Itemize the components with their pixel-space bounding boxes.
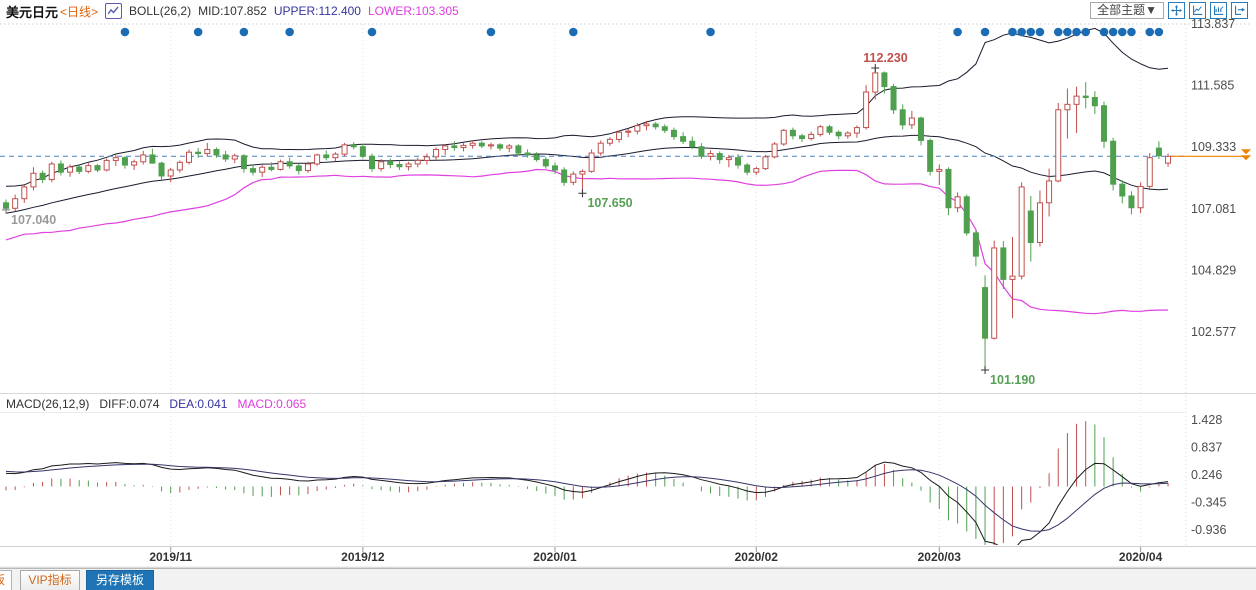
svg-text:2020/03: 2020/03 — [918, 550, 962, 564]
macd-layer — [5, 421, 1169, 545]
svg-text:0.246: 0.246 — [1191, 468, 1222, 482]
event-marker-dots — [120, 27, 1164, 37]
event-dot[interactable] — [569, 27, 578, 37]
svg-text:-0.936: -0.936 — [1191, 523, 1226, 537]
tab-clipped-left[interactable]: 板 — [0, 570, 12, 590]
svg-text:2019/11: 2019/11 — [149, 550, 192, 564]
event-dot[interactable] — [1108, 27, 1118, 37]
auto-scale-icon[interactable] — [1189, 2, 1206, 19]
current-price-layer — [0, 149, 1251, 161]
svg-text:2020/02: 2020/02 — [735, 550, 779, 564]
macd-dea-value: DEA:0.041 — [169, 397, 228, 411]
tab-save-template[interactable]: 另存模板 — [86, 570, 154, 590]
svg-text:102.577: 102.577 — [1191, 325, 1236, 339]
svg-text:107.081: 107.081 — [1191, 202, 1236, 216]
grid-layer — [0, 23, 1256, 568]
svg-text:-0.345: -0.345 — [1191, 496, 1226, 510]
chart-toolbar: 全部主题▼ — [1090, 2, 1248, 19]
svg-text:2020/04: 2020/04 — [1119, 550, 1163, 564]
event-dot[interactable] — [1118, 27, 1127, 37]
candlestick-chart-icon[interactable] — [105, 3, 123, 19]
event-dot[interactable] — [1008, 27, 1017, 37]
svg-text:107.040: 107.040 — [11, 213, 56, 227]
event-dot[interactable] — [486, 27, 496, 37]
candles-layer — [3, 67, 1172, 370]
event-dot[interactable] — [1035, 27, 1045, 37]
svg-text:111.585: 111.585 — [1191, 79, 1234, 93]
event-dot[interactable] — [980, 27, 990, 37]
event-dot[interactable] — [239, 27, 249, 37]
boll-mid-value: MID:107.852 — [198, 4, 267, 18]
event-dot[interactable] — [120, 27, 130, 37]
period-label[interactable]: <日线> — [60, 4, 99, 19]
macd-macd-value: MACD:0.065 — [237, 397, 307, 411]
svg-text:2019/12: 2019/12 — [341, 550, 385, 564]
svg-text:112.230: 112.230 — [863, 51, 908, 65]
event-dot[interactable] — [953, 27, 962, 37]
event-dot[interactable] — [1026, 27, 1036, 37]
event-dot[interactable] — [1072, 27, 1081, 37]
svg-text:104.829: 104.829 — [1191, 263, 1236, 277]
event-dot[interactable] — [1053, 27, 1063, 37]
svg-text:109.333: 109.333 — [1191, 140, 1236, 154]
boll-lower-value: LOWER:103.305 — [367, 4, 459, 18]
svg-text:107.650: 107.650 — [587, 196, 632, 210]
bollinger-bands-layer — [5, 27, 1169, 315]
macd-indicator-label: MACD(26,12,9) — [6, 397, 90, 411]
theme-dropdown-button[interactable]: 全部主题▼ — [1090, 2, 1164, 19]
event-dot[interactable] — [1017, 27, 1026, 37]
svg-text:1.428: 1.428 — [1191, 413, 1222, 427]
tab-vip-indicators[interactable]: VIP指标 — [20, 570, 80, 590]
event-dot[interactable] — [1063, 27, 1072, 37]
symbol-name: 美元日元 — [6, 4, 59, 20]
event-dot[interactable] — [706, 27, 715, 37]
svg-text:113.837: 113.837 — [1191, 17, 1235, 31]
crosshair-icon[interactable] — [1168, 2, 1185, 19]
svg-text:2020/01: 2020/01 — [533, 550, 577, 564]
boll-indicator-label: BOLL(26,2) — [129, 4, 192, 18]
svg-text:101.190: 101.190 — [990, 373, 1035, 387]
bottom-tab-bar: 板 VIP指标 另存模板 — [0, 568, 1256, 590]
export-chart-icon[interactable] — [1231, 2, 1248, 19]
zoom-area-icon[interactable] — [1210, 2, 1227, 19]
svg-text:0.837: 0.837 — [1191, 441, 1222, 455]
event-dot[interactable] — [1099, 27, 1109, 37]
boll-upper-value: UPPER:112.400 — [273, 4, 361, 18]
macd-diff-value: DIFF:0.074 — [99, 397, 160, 411]
price-annotations: 112.230 107.650 101.190 107.040 — [2, 51, 1035, 387]
event-dot[interactable] — [367, 27, 377, 37]
event-dot[interactable] — [193, 27, 203, 37]
axis-labels: 113.837 111.585 109.333 107.081 104.829 102.5… — [149, 17, 1236, 564]
candlestick-chart-canvas[interactable]: 113.837 111.585 109.333 107.081 104.829 102.5… — [0, 0, 1256, 568]
chart-header: 美元日元 <日线> BOLL(26,2) MID:107.852 UPPER:1… — [6, 2, 459, 20]
macd-header: MACD(26,12,9) DIFF:0.074 DEA:0.041 MACD:… — [6, 397, 306, 413]
event-dot[interactable] — [1081, 27, 1090, 37]
event-dot[interactable] — [1127, 27, 1136, 37]
event-dot[interactable] — [1154, 27, 1164, 37]
event-dot[interactable] — [1145, 27, 1155, 37]
event-dot[interactable] — [285, 27, 294, 37]
